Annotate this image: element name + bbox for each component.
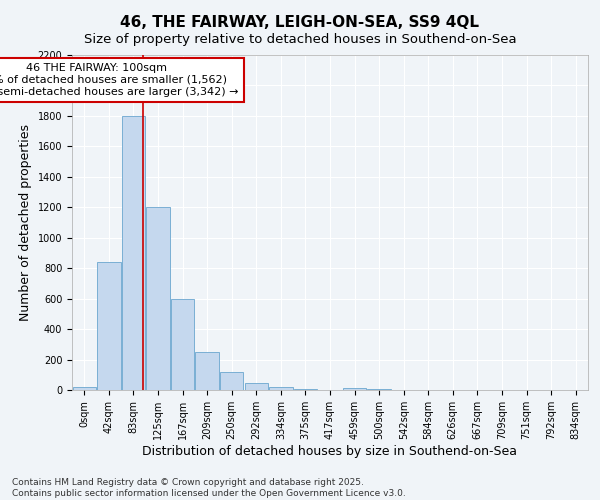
Y-axis label: Number of detached properties: Number of detached properties xyxy=(19,124,32,321)
Bar xyxy=(367,389,391,390)
Bar xyxy=(97,262,121,390)
Text: Contains HM Land Registry data © Crown copyright and database right 2025.
Contai: Contains HM Land Registry data © Crown c… xyxy=(12,478,406,498)
Bar xyxy=(343,388,366,390)
Bar xyxy=(196,352,219,390)
Text: Size of property relative to detached houses in Southend-on-Sea: Size of property relative to detached ho… xyxy=(83,32,517,46)
Bar xyxy=(171,298,194,390)
Bar xyxy=(220,372,244,390)
X-axis label: Distribution of detached houses by size in Southend-on-Sea: Distribution of detached houses by size … xyxy=(143,444,517,458)
Bar xyxy=(245,383,268,390)
Bar xyxy=(122,116,145,390)
Text: 46, THE FAIRWAY, LEIGH-ON-SEA, SS9 4QL: 46, THE FAIRWAY, LEIGH-ON-SEA, SS9 4QL xyxy=(121,15,479,30)
Bar xyxy=(294,389,317,390)
Bar xyxy=(146,208,170,390)
Bar xyxy=(269,387,293,390)
Bar xyxy=(73,387,96,390)
Text: 46 THE FAIRWAY: 100sqm
← 32% of detached houses are smaller (1,562)
68% of semi-: 46 THE FAIRWAY: 100sqm ← 32% of detached… xyxy=(0,64,238,96)
